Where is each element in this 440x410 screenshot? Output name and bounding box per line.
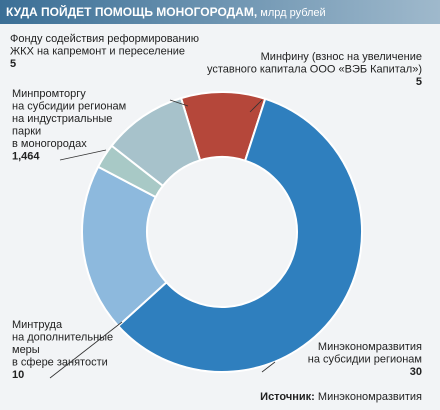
chart-title: КУДА ПОЙДЕТ ПОМОЩЬ МОНОГОРОДАМ, млрд руб… xyxy=(6,4,326,19)
leader-line xyxy=(169,99,189,107)
value-label: 1,464 xyxy=(12,151,40,163)
header xyxy=(0,0,440,24)
leader-line xyxy=(261,361,276,373)
category-label: в сфере занятости xyxy=(12,357,108,369)
donut-segment xyxy=(116,97,363,373)
value-label: 30 xyxy=(410,366,422,378)
category-label: Минфину (взнос на увеличение xyxy=(261,51,422,63)
donut-segment xyxy=(110,96,202,188)
value-label: 5 xyxy=(10,58,16,70)
leader-line xyxy=(249,99,263,113)
category-label: на дополнительные xyxy=(12,332,113,344)
category-label: на субсидии регионам xyxy=(308,354,422,366)
category-label: ЖКХ на капремонт и переселение xyxy=(10,46,185,58)
value-label: 10 xyxy=(12,369,24,381)
category-label: уставного капитала ООО «ВЭБ Капитал») xyxy=(207,64,422,76)
category-label: Минтруда xyxy=(12,319,63,331)
category-label: меры xyxy=(12,344,40,356)
category-label: на субсидии регионам xyxy=(12,101,126,113)
category-label: Минэкономразвития xyxy=(318,341,422,353)
category-label: на индустриальные xyxy=(12,113,112,125)
category-label: в моногородах xyxy=(12,138,87,150)
donut-segment xyxy=(81,165,168,328)
source: Источник: Минэкономразвития xyxy=(260,391,422,403)
leader-line xyxy=(59,149,107,161)
category-label: Минпромторгу xyxy=(12,88,86,100)
leader-line xyxy=(49,321,123,379)
value-label: 5 xyxy=(416,76,422,88)
category-label: парки xyxy=(12,126,41,138)
category-label: Фонду содействия реформированию xyxy=(10,33,199,45)
